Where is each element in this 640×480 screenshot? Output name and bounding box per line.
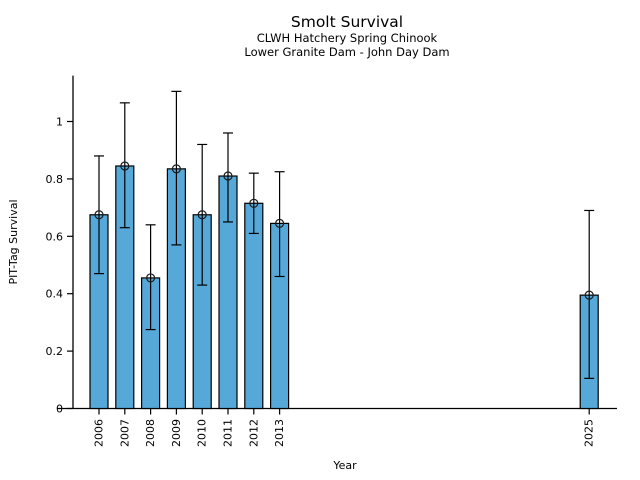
point-marker-2011 [223,171,233,181]
x-axis-label: Year [332,459,357,472]
point-marker-2025 [584,290,594,300]
point-marker-2010 [197,210,207,220]
y-tick-label: 0.4 [46,288,64,301]
x-tick-label: 2007 [118,419,131,447]
x-tick-label: 2012 [247,419,260,447]
chart-subtitle-line1: CLWH Hatchery Spring Chinook [257,31,438,45]
point-marker-2009 [171,164,181,174]
chart-title: Smolt Survival [291,13,403,31]
x-tick-label: 2013 [273,419,286,447]
y-tick-label: 0 [56,403,63,416]
y-tick-label: 0.8 [46,173,64,186]
x-tick-label: 2010 [196,419,209,447]
x-tick-label: 2006 [93,419,106,447]
plot-area: 0 0.2 0.4 0.6 0.8 1 2006 2007 2008 2009 2010 2011 20… [46,75,617,447]
y-tick-label: 0.2 [46,345,64,358]
bar-2012 [244,202,264,410]
y-tick-label: 0.6 [46,230,64,243]
chart-subtitle-line2: Lower Granite Dam - John Day Dam [244,45,449,59]
x-tick-label: 2011 [222,419,235,447]
point-marker-2008 [146,273,156,283]
point-marker-2012 [249,198,259,208]
point-marker-2006 [94,210,104,220]
x-tick-label: 2008 [144,419,157,447]
point-marker-2013 [275,218,285,228]
y-axis-label: PIT-Tag Survival [7,199,20,284]
x-tick-label: 2009 [170,419,183,447]
point-marker-2007 [120,161,130,171]
x-tick-label: 2025 [583,419,596,447]
y-tick-label: 1 [56,116,63,129]
